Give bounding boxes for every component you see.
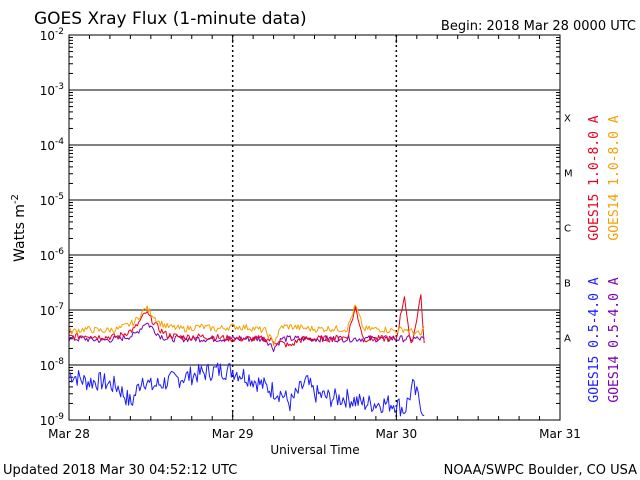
svg-text:Watts m-2: Watts m-2 <box>10 194 28 262</box>
y-tick-exponent: -9 <box>55 412 64 422</box>
legend-label: GOES14 0.5-4.0 A <box>607 277 622 402</box>
legend-item: GOES14 0.5-4.0 A <box>607 277 622 402</box>
flare-class-labels: X M C B A <box>564 114 573 345</box>
y-tick-labels: 10-210-310-410-510-610-710-810-9 <box>40 27 65 428</box>
x-axis-label: Universal Time <box>270 443 359 457</box>
flare-class-label: C <box>564 224 571 235</box>
y-tick-exponent: -3 <box>55 82 64 92</box>
plot-frame <box>68 34 561 421</box>
y-tick-base: 10 <box>40 249 55 263</box>
y-tick-exponent: -7 <box>55 302 64 312</box>
flare-class-label: M <box>564 169 573 180</box>
y-tick-exponent: -6 <box>55 247 64 257</box>
series-line <box>68 304 425 346</box>
data-series <box>68 294 425 417</box>
y-tick-label: 10-2 <box>40 27 64 43</box>
series-line <box>68 362 425 417</box>
y-tick-label: 10-8 <box>40 357 65 373</box>
x-tick-label: Mar 31 <box>539 427 581 441</box>
y-tick-label: 10-4 <box>40 137 65 153</box>
y-tick-exponent: -4 <box>55 137 64 147</box>
y-tick-label: 10-3 <box>40 82 64 98</box>
series-line <box>68 294 425 348</box>
y-tick-base: 10 <box>40 84 55 98</box>
y-tick-exponent: -8 <box>55 357 64 367</box>
flare-class-label: X <box>564 114 571 125</box>
x-tick-labels: Mar 28 Mar 29 Mar 30 Mar 31 <box>48 427 581 441</box>
y-tick-base: 10 <box>40 359 55 373</box>
updated-timestamp: Updated 2018 Mar 30 04:52:12 UTC <box>3 463 237 478</box>
chart-title: GOES Xray Flux (1-minute data) <box>34 9 307 29</box>
legend-label: GOES15 0.5-4.0 A <box>587 277 602 402</box>
y-tick-label: 10-5 <box>40 192 64 208</box>
legend: GOES15 1.0-8.0 A GOES14 1.0-8.0 A GOES15 0… <box>587 115 622 402</box>
legend-item: GOES14 1.0-8.0 A <box>607 115 622 240</box>
y-tick-label: 10-6 <box>40 247 65 263</box>
flare-class-label: A <box>564 334 571 345</box>
y-tick-base: 10 <box>40 139 55 153</box>
x-tick-label: Mar 29 <box>212 427 254 441</box>
y-axis-label: Watts m-2 <box>10 194 28 262</box>
x-tick-label: Mar 30 <box>375 427 417 441</box>
grid-lines <box>68 35 561 420</box>
y-tick-base: 10 <box>40 194 55 208</box>
flare-class-label: B <box>564 279 571 290</box>
legend-item: GOES15 1.0-8.0 A <box>587 115 602 240</box>
y-tick-base: 10 <box>40 414 55 428</box>
begin-label: Begin: 2018 Mar 28 0000 UTC <box>441 19 636 34</box>
legend-label: GOES15 1.0-8.0 A <box>587 115 602 240</box>
y-tick-exponent: -2 <box>55 27 64 37</box>
y-tick-base: 10 <box>40 304 55 318</box>
x-tick-label: Mar 28 <box>48 427 90 441</box>
y-axis-label-exponent: -2 <box>10 194 21 204</box>
y-tick-base: 10 <box>40 29 55 43</box>
y-tick-label: 10-9 <box>40 412 65 428</box>
credit-label: NOAA/SWPC Boulder, CO USA <box>444 463 637 478</box>
legend-label: GOES14 1.0-8.0 A <box>607 115 622 240</box>
legend-item: GOES15 0.5-4.0 A <box>587 277 602 402</box>
y-axis-label-text: Watts m <box>12 204 28 262</box>
y-tick-exponent: -5 <box>55 192 64 202</box>
y-tick-label: 10-7 <box>40 302 64 318</box>
